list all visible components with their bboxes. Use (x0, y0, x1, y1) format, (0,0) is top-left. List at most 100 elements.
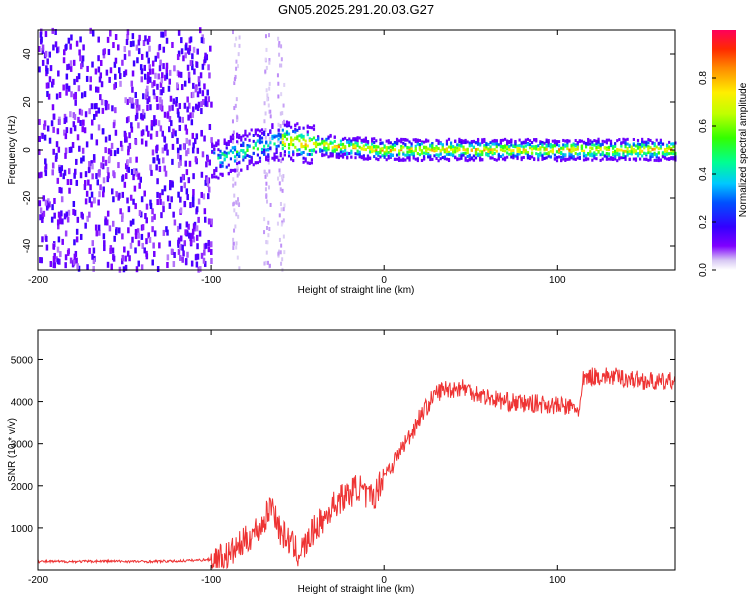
spectrogram-cell (196, 243, 199, 250)
spectrogram-cell (146, 85, 149, 92)
spectrogram-cell (54, 41, 58, 48)
spectrogram-cell (306, 152, 309, 156)
spectrogram-cell (325, 147, 328, 151)
spectrogram-cell (591, 152, 594, 156)
spectrogram-cell (524, 151, 527, 155)
spectrogram-cell (576, 141, 579, 145)
spectrogram-cell (312, 142, 316, 146)
spectrogram-cell (162, 63, 165, 70)
spectrogram-cell (641, 137, 644, 141)
spectrogram-cell (358, 136, 361, 140)
spectrogram-cell (454, 150, 457, 154)
spectrogram-cell (537, 144, 540, 148)
spectrogram-cell (117, 162, 120, 169)
spectrogram-cell (97, 124, 101, 131)
spectrogram-cell (574, 138, 577, 142)
spectrogram-cell (632, 137, 635, 141)
x-tick-label: 0 (381, 575, 387, 586)
spectrogram-cell (127, 206, 131, 213)
spectrogram-cell (570, 155, 573, 159)
spectrogram-cell (90, 191, 94, 198)
spectrogram-cell (275, 147, 278, 151)
spectrogram-cell (630, 150, 633, 154)
spectrogram-cell (109, 30, 112, 37)
spectrogram-cell (236, 164, 239, 169)
spectrogram-cell (439, 142, 442, 146)
spectrogram-cell (215, 167, 218, 171)
spectrogram-cell (217, 142, 220, 146)
spectrogram-cell (385, 151, 388, 155)
spectrogram-cell (493, 157, 496, 161)
spectrogram-cell (294, 124, 297, 128)
spectrogram-cell (169, 95, 173, 102)
spectrogram-cell (352, 145, 355, 149)
spectrogram-cell (350, 155, 353, 159)
spectrogram-cell (78, 145, 81, 152)
spectrogram-cell (56, 128, 60, 135)
spectrogram-cell (528, 139, 532, 143)
spectrogram-cell (389, 152, 392, 156)
spectrogram-cell (204, 100, 207, 107)
spectrogram-cell (281, 147, 284, 151)
spectrogram-cell (60, 187, 63, 194)
spectrogram-cell (371, 142, 374, 146)
spectrogram-cell (240, 144, 243, 148)
spectrogram-cell (452, 145, 455, 149)
spectrogram-cell (79, 233, 83, 240)
spectrogram-cell (195, 234, 199, 241)
spectrogram-cell (319, 142, 322, 146)
spectrogram-cell (168, 184, 172, 191)
spectrogram-cell (308, 125, 311, 129)
spectrogram-cell (171, 143, 175, 150)
spectrogram-cell (256, 153, 259, 157)
spectrogram-cell (659, 138, 662, 142)
spectrogram-cell (55, 93, 59, 100)
spectrogram-cell (157, 120, 161, 127)
spectrogram-cell (177, 111, 180, 118)
spectrogram-cell (412, 151, 415, 155)
spectrogram-cell (246, 134, 249, 138)
spectrogram-cell (41, 47, 45, 54)
spectrogram-cell (562, 138, 565, 142)
spectrogram-cell (277, 133, 280, 137)
spectrogram-cell (310, 161, 314, 165)
spectrogram-cell (151, 60, 155, 67)
spectrogram-cell (404, 158, 407, 162)
spectrogram-cell (95, 86, 98, 93)
spectrogram-cell (607, 154, 611, 158)
spectrogram-cell (314, 139, 318, 143)
spectrogram-cell (168, 69, 172, 76)
spectrogram-cell (300, 135, 303, 139)
spectrogram-cell (240, 168, 243, 172)
spectrogram-cell (545, 152, 548, 156)
spectrogram-cell (584, 154, 588, 158)
spectrogram-cell (158, 192, 162, 199)
spectrogram-cell (416, 151, 419, 155)
spectrogram-cell (362, 157, 365, 161)
spectrogram-cell (96, 179, 100, 186)
spectrogram-cell (566, 157, 569, 161)
spectrogram-cell (591, 154, 594, 158)
spectrogram-cell (379, 149, 382, 153)
spectrogram-cell (449, 141, 453, 145)
spectrogram-cell (273, 152, 276, 156)
spectrogram-cell (137, 39, 141, 46)
spectrogram-cell (263, 148, 266, 152)
spectrogram-cell (141, 242, 144, 249)
spectrogram-cell (400, 158, 403, 162)
spectrogram-cell (237, 201, 240, 206)
spectrogram-cell (240, 149, 243, 153)
spectrogram-cell (175, 82, 179, 89)
spectrogram-cell (223, 140, 226, 144)
spectrogram-cell (276, 73, 279, 78)
spectrogram-cell (165, 73, 169, 80)
spectrogram-cell (518, 147, 521, 151)
spectrogram-cell (427, 153, 430, 157)
spectrogram-cell (408, 150, 411, 154)
spectrogram-cell (268, 109, 271, 114)
spectrogram-cell (358, 153, 361, 157)
spectrogram-cell (618, 153, 621, 157)
spectrogram-cell (210, 258, 213, 265)
spectrogram-cell (61, 238, 64, 245)
spectrogram-cell (514, 145, 517, 149)
